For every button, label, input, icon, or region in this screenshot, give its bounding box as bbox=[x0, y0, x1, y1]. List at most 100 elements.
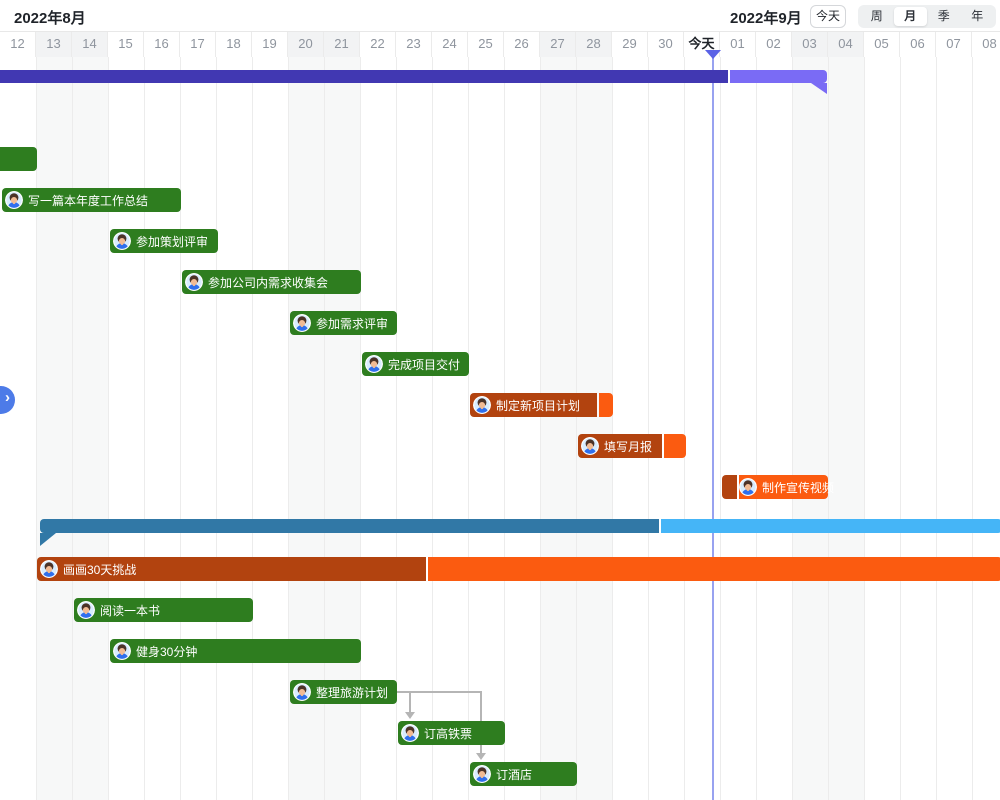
task-bar-partial[interactable] bbox=[0, 147, 37, 171]
task-bar-promo-video[interactable]: 制作宣传视频 bbox=[722, 475, 834, 499]
assignee-avatar-icon bbox=[473, 396, 491, 414]
grid-line bbox=[936, 57, 937, 800]
bar-segment bbox=[599, 393, 613, 417]
grid-line bbox=[684, 57, 685, 800]
grid-line bbox=[828, 57, 829, 800]
today-marker-icon bbox=[705, 50, 721, 59]
view-option-周[interactable]: 周 bbox=[870, 9, 883, 23]
today-button[interactable]: 今天 bbox=[810, 5, 846, 28]
grid-line bbox=[720, 57, 721, 800]
task-bar-new-project-plan[interactable]: 制定新项目计划 bbox=[470, 393, 613, 417]
assignee-avatar-icon bbox=[40, 560, 58, 578]
grid-line bbox=[756, 57, 757, 800]
dependency-arrowhead-icon bbox=[405, 712, 415, 719]
bar-content: 制定新项目计划 bbox=[470, 393, 588, 417]
bar-end-arrow-icon bbox=[811, 83, 827, 94]
task-bar-fitness[interactable]: 健身30分钟 bbox=[110, 639, 361, 663]
grid-line bbox=[504, 57, 505, 800]
task-bar-travel-plan[interactable]: 整理旅游计划 bbox=[290, 680, 397, 704]
grid-line bbox=[864, 57, 865, 800]
task-bar-monthly-report[interactable]: 填写月报 bbox=[578, 434, 686, 458]
task-label: 订高铁票 bbox=[424, 726, 473, 741]
bar-content: 画画30天挑战 bbox=[37, 557, 144, 581]
date-cell-08: 08 bbox=[972, 32, 1000, 57]
grid-line bbox=[180, 57, 181, 800]
grid-line bbox=[792, 57, 793, 800]
summary-bar-life[interactable] bbox=[40, 519, 1000, 546]
assignee-avatar-icon bbox=[293, 683, 311, 701]
grid-line bbox=[144, 57, 145, 800]
task-label: 填写月报 bbox=[604, 439, 653, 454]
bar-content: 完成项目交付 bbox=[362, 352, 468, 376]
bar-fill bbox=[0, 70, 827, 83]
grid-line bbox=[36, 57, 37, 800]
date-cell-22: 22 bbox=[360, 32, 396, 57]
bar-fill bbox=[40, 519, 1000, 533]
date-cell-02: 02 bbox=[756, 32, 792, 57]
view-option-年[interactable]: 年 bbox=[971, 9, 984, 23]
grid-line bbox=[324, 57, 325, 800]
bar-segment bbox=[470, 393, 597, 417]
weekend-stripe bbox=[828, 57, 864, 800]
summary-bar-work[interactable] bbox=[0, 70, 827, 94]
date-cell-16: 16 bbox=[144, 32, 180, 57]
date-cell-01: 01 bbox=[720, 32, 756, 57]
task-bar-requirements-meeting[interactable]: 参加公司内需求收集会 bbox=[182, 270, 361, 294]
task-label: 健身30分钟 bbox=[136, 644, 198, 659]
assignee-avatar-icon bbox=[401, 724, 419, 742]
bar-content: 制作宣传视频 bbox=[722, 475, 842, 499]
date-cell-19: 19 bbox=[252, 32, 288, 57]
grid-line bbox=[612, 57, 613, 800]
bar-content: 参加策划评审 bbox=[110, 229, 216, 253]
expand-sidebar-button[interactable]: › bbox=[0, 386, 15, 414]
task-bar-train-ticket[interactable]: 订高铁票 bbox=[398, 721, 505, 745]
date-cell-29: 29 bbox=[612, 32, 648, 57]
task-bar-project-delivery[interactable]: 完成项目交付 bbox=[362, 352, 469, 376]
assignee-avatar-icon bbox=[185, 273, 203, 291]
assignee-avatar-icon bbox=[473, 765, 491, 783]
view-option-月[interactable]: 月 bbox=[893, 7, 927, 26]
grid-line bbox=[468, 57, 469, 800]
bar-content: 订高铁票 bbox=[398, 721, 480, 745]
task-label: 写一篇本年度工作总结 bbox=[28, 193, 149, 208]
task-bar-read-book[interactable]: 阅读一本书 bbox=[74, 598, 253, 622]
dependency-arrowhead-icon bbox=[476, 753, 486, 760]
assignee-avatar-icon bbox=[113, 232, 131, 250]
task-bar-annual-summary[interactable]: 写一篇本年度工作总结 bbox=[2, 188, 181, 212]
task-bar-hotel-booking[interactable]: 订酒店 bbox=[470, 762, 577, 786]
bar-content: 填写月报 bbox=[578, 434, 660, 458]
weekend-stripe bbox=[36, 57, 72, 800]
date-cell-20: 20 bbox=[288, 32, 324, 57]
date-cell-27: 27 bbox=[540, 32, 576, 57]
gantt-canvas: 写一篇本年度工作总结参加策划评审参加公司内需求收集会参加需求评审完成项目交付制定… bbox=[0, 57, 1000, 800]
dependency-line bbox=[397, 691, 482, 693]
assignee-avatar-icon bbox=[365, 355, 383, 373]
date-cell-25: 25 bbox=[468, 32, 504, 57]
date-cell-26: 26 bbox=[504, 32, 540, 57]
grid-line bbox=[360, 57, 361, 800]
task-label: 制定新项目计划 bbox=[496, 398, 581, 413]
task-bar-planning-review[interactable]: 参加策划评审 bbox=[110, 229, 218, 253]
weekend-stripe bbox=[540, 57, 576, 800]
task-label: 完成项目交付 bbox=[388, 357, 461, 372]
date-cell-21: 21 bbox=[324, 32, 360, 57]
task-bar-drawing-challenge[interactable]: 画画30天挑战 bbox=[37, 557, 1000, 581]
weekend-stripe bbox=[792, 57, 828, 800]
task-bar-requirements-review[interactable]: 参加需求评审 bbox=[290, 311, 397, 335]
bar-segment bbox=[664, 434, 686, 458]
date-cell-23: 23 bbox=[396, 32, 432, 57]
date-cell-17: 17 bbox=[180, 32, 216, 57]
bar-fill bbox=[110, 639, 361, 663]
date-cell-06: 06 bbox=[900, 32, 936, 57]
task-label: 订酒店 bbox=[496, 767, 533, 782]
bar-fill bbox=[470, 393, 613, 417]
bar-fill bbox=[0, 147, 37, 171]
view-option-季[interactable]: 季 bbox=[937, 9, 950, 23]
assignee-avatar-icon bbox=[581, 437, 599, 455]
bar-fill bbox=[74, 598, 253, 622]
grid-line bbox=[900, 57, 901, 800]
assignee-avatar-icon bbox=[293, 314, 311, 332]
grid-line bbox=[108, 57, 109, 800]
date-cell-24: 24 bbox=[432, 32, 468, 57]
grid-line bbox=[396, 57, 397, 800]
